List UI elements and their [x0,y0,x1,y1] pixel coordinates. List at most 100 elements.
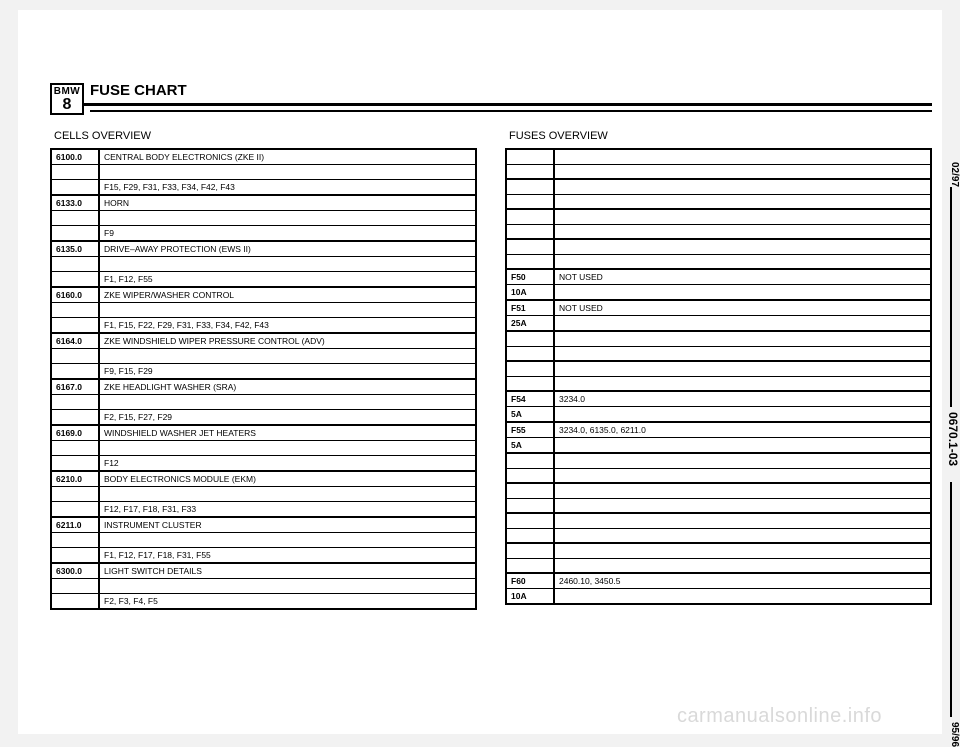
cells-text-cell: DRIVE–AWAY PROTECTION (EWS II) [99,241,476,257]
cells-row: F2, F3, F4, F5 [51,594,476,610]
fuses-text-cell: 2460.10, 3450.5 [554,573,931,589]
header: BMW 8 FUSE CHART [50,82,932,106]
fuses-row [506,558,931,573]
fuses-row [506,376,931,391]
fuses-text-cell [554,407,931,423]
fuses-row [506,239,931,254]
fuses-code-cell [506,209,554,224]
cells-row: 6164.0ZKE WINDSHIELD WIPER PRESSURE CONT… [51,333,476,349]
fuses-row [506,468,931,483]
cells-text-cell: F9 [99,226,476,242]
cells-code-cell [51,318,99,334]
fuses-row [506,224,931,239]
fuses-text-cell [554,194,931,209]
cells-code-cell [51,579,99,594]
cells-text-cell: INSTRUMENT CLUSTER [99,517,476,533]
cells-code-cell: 6164.0 [51,333,99,349]
fuses-text-cell [554,164,931,179]
bmw-logo: BMW 8 [50,83,84,115]
watermark: carmanualsonline.info [677,705,882,728]
cells-code-cell [51,257,99,272]
fuses-code-cell [506,361,554,376]
fuses-text-cell [554,254,931,269]
fuses-text-cell [554,331,931,346]
fuses-code-cell [506,513,554,528]
fuses-row [506,331,931,346]
cells-column: CELLS OVERVIEW 6100.0CENTRAL BODY ELECTR… [50,130,477,610]
cells-row: F12, F17, F18, F31, F33 [51,502,476,518]
cells-code-cell [51,410,99,426]
cells-row: F1, F12, F17, F18, F31, F55 [51,548,476,564]
cells-text-cell [99,487,476,502]
fuses-text-cell [554,209,931,224]
side-label-year: 95/96 [949,722,960,747]
fuses-row [506,453,931,468]
fuses-row [506,483,931,498]
cells-code-cell [51,441,99,456]
cells-row: 6100.0CENTRAL BODY ELECTRONICS (ZKE II) [51,149,476,165]
cells-row: 6211.0INSTRUMENT CLUSTER [51,517,476,533]
fuses-row: 25A [506,316,931,332]
fuses-code-cell: 10A [506,589,554,605]
fuses-code-cell [506,149,554,164]
cells-code-cell: 6167.0 [51,379,99,395]
cells-row: 6210.0BODY ELECTRONICS MODULE (EKM) [51,471,476,487]
fuses-code-cell: 5A [506,407,554,423]
fuses-code-cell [506,468,554,483]
fuses-code-cell: F55 [506,422,554,438]
cells-code-cell [51,226,99,242]
fuses-code-cell [506,346,554,361]
fuses-text-cell [554,498,931,513]
fuses-text-cell: NOT USED [554,300,931,316]
cells-row: F2, F15, F27, F29 [51,410,476,426]
fuses-text-cell [554,438,931,454]
cells-text-cell: ZKE WINDSHIELD WIPER PRESSURE CONTROL (A… [99,333,476,349]
fuses-code-cell [506,179,554,194]
fuses-text-cell: NOT USED [554,269,931,285]
cells-text-cell [99,165,476,180]
fuses-text-cell [554,346,931,361]
fuses-row: F553234.0, 6135.0, 6211.0 [506,422,931,438]
fuses-row [506,194,931,209]
fuses-row: 10A [506,589,931,605]
fuses-column: FUSES OVERVIEW F50NOT USED10AF51NOT USED… [505,130,932,610]
fuses-text-cell [554,453,931,468]
fuses-row [506,361,931,376]
cells-code-cell: 6135.0 [51,241,99,257]
fuses-text-cell [554,316,931,332]
fuses-row: 5A [506,407,931,423]
cells-text-cell: F12 [99,456,476,472]
cells-code-cell [51,456,99,472]
cells-row [51,487,476,502]
fuses-row [506,254,931,269]
fuses-row: 10A [506,285,931,301]
cells-text-cell: F2, F15, F27, F29 [99,410,476,426]
cells-text-cell: F1, F15, F22, F29, F31, F33, F34, F42, F… [99,318,476,334]
cells-text-cell: HORN [99,195,476,211]
cells-text-cell [99,303,476,318]
cells-code-cell: 6169.0 [51,425,99,441]
cells-code-cell [51,594,99,610]
side-label-docnum: 0670.1-03 [946,412,960,466]
fuses-code-cell [506,528,554,543]
cells-row: F9, F15, F29 [51,364,476,380]
fuses-text-cell: 3234.0 [554,391,931,407]
cells-code-cell [51,303,99,318]
cells-row [51,303,476,318]
fuses-code-cell [506,483,554,498]
cells-row: F12 [51,456,476,472]
fuses-title: FUSES OVERVIEW [509,130,932,142]
fuses-code-cell [506,376,554,391]
cells-code-cell [51,272,99,288]
cells-text-cell [99,395,476,410]
fuses-text-cell [554,149,931,164]
cells-code-cell: 6160.0 [51,287,99,303]
fuses-text-cell [554,285,931,301]
cells-text-cell: WINDSHIELD WASHER JET HEATERS [99,425,476,441]
fuses-code-cell: F54 [506,391,554,407]
cells-row: F1, F12, F55 [51,272,476,288]
fuses-text-cell [554,513,931,528]
cells-code-cell [51,349,99,364]
cells-text-cell [99,211,476,226]
cells-row: 6169.0WINDSHIELD WASHER JET HEATERS [51,425,476,441]
